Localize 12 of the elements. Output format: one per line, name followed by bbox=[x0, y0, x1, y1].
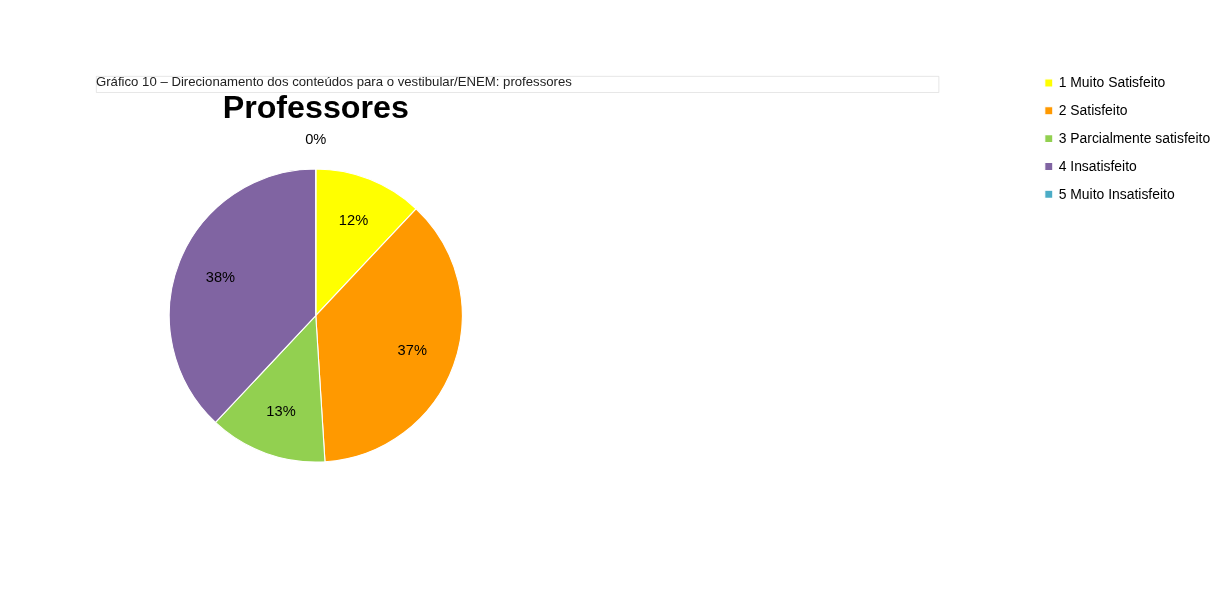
data-label: 12% bbox=[338, 211, 369, 228]
chart-title: Professores bbox=[222, 89, 409, 126]
legend-label: 4 Insatisfeito bbox=[1058, 157, 1138, 174]
legend-label: 3 Parcialmente satisfeito bbox=[1058, 130, 1211, 147]
legend-label: 2 Satisfeito bbox=[1058, 102, 1128, 119]
legend-label: 5 Muito Insatisfeito bbox=[1058, 185, 1175, 202]
text: Gráfico 10 – Direcionamento dos conteúdos para o vestibular/ENEM: professores bbox=[95, 74, 573, 90]
legend-label: 1 Muito Satisfeito bbox=[1058, 74, 1166, 91]
data-label: 13% bbox=[266, 403, 296, 420]
data-label: 38% bbox=[205, 269, 236, 286]
text: 0% bbox=[305, 131, 327, 148]
data-label: 37% bbox=[397, 341, 427, 358]
